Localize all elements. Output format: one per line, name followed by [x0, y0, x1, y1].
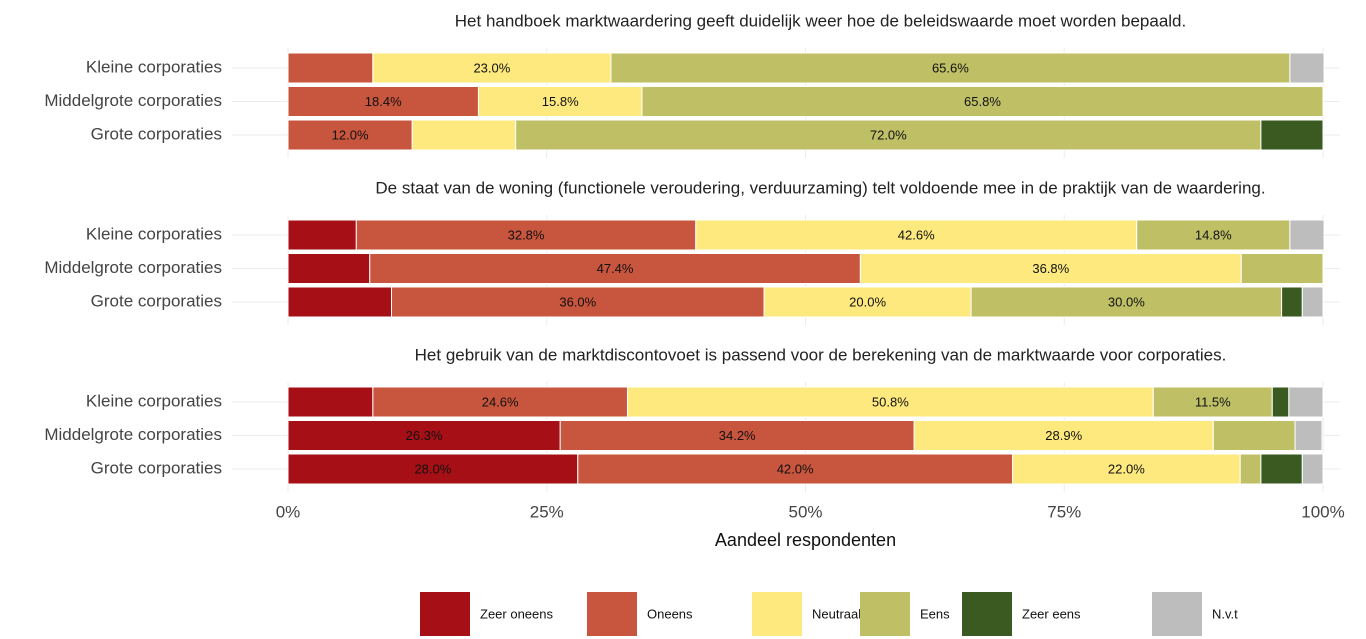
value-label: 30.0%: [1108, 294, 1145, 309]
category-label: Middelgrote corporaties: [44, 258, 222, 277]
value-label: 42.0%: [777, 461, 814, 476]
bar-segment: [913, 420, 1214, 451]
value-label: 42.6%: [898, 227, 935, 242]
bar-segment: [287, 453, 579, 485]
category-label: Grote corporaties: [91, 458, 222, 477]
value-label: 34.2%: [719, 428, 756, 443]
legend-label: Zeer eens: [1022, 606, 1081, 621]
value-label: 15.8%: [542, 94, 579, 109]
bar-segment: [1260, 119, 1324, 151]
value-label: 20.0%: [849, 294, 886, 309]
bar-segment: [1301, 286, 1324, 318]
value-label: 11.5%: [1195, 394, 1231, 409]
x-tick-label: 75%: [1047, 502, 1081, 521]
legend-key: [1152, 592, 1202, 636]
panel-title: Het handboek marktwaardering geeft duide…: [455, 11, 1186, 30]
x-tick-label: 0%: [276, 502, 301, 521]
value-label: 28.9%: [1045, 428, 1082, 443]
x-tick-label: 100%: [1301, 502, 1344, 521]
bar-segment: [515, 119, 1262, 151]
category-label: Kleine corporaties: [86, 224, 222, 243]
category-label: Grote corporaties: [91, 124, 222, 143]
value-label: 23.0%: [473, 60, 510, 75]
bar-segment: [1212, 420, 1296, 451]
bar-segment: [1271, 386, 1290, 418]
legend-key: [962, 592, 1012, 636]
bar-segment: [970, 286, 1283, 318]
legend-key: [587, 592, 637, 636]
bar-segment: [1289, 52, 1325, 84]
value-label: 18.4%: [365, 94, 402, 109]
bar-segment: [1294, 420, 1323, 451]
value-label: 26.3%: [406, 428, 443, 443]
value-label: 22.0%: [1108, 461, 1145, 476]
legend-key: [860, 592, 910, 636]
value-label: 36.8%: [1032, 261, 1069, 276]
bar-segment: [577, 453, 1013, 485]
value-label: 47.4%: [597, 261, 634, 276]
legend-label: Neutraal: [812, 606, 861, 621]
x-tick-label: 50%: [788, 502, 822, 521]
bar-segment: [641, 86, 1324, 117]
value-label: 65.6%: [932, 60, 969, 75]
category-label: Grote corporaties: [91, 291, 222, 310]
legend-label: Eens: [920, 606, 950, 621]
value-label: 65.8%: [964, 94, 1001, 109]
category-label: Middelgrote corporaties: [44, 91, 222, 110]
bar-segment: [1289, 219, 1325, 251]
panel-title: Het gebruik van de marktdiscontovoet is …: [415, 345, 1227, 364]
bar-segment: [369, 253, 861, 284]
legend-label: Zeer oneens: [480, 606, 553, 621]
category-label: Middelgrote corporaties: [44, 425, 222, 444]
panel-title: De staat van de woning (functionele vero…: [375, 178, 1265, 197]
bar-segment: [411, 119, 517, 151]
bar-segment: [1012, 453, 1241, 485]
bar-segment: [287, 386, 374, 418]
value-label: 14.8%: [1195, 227, 1232, 242]
bar-segment: [859, 253, 1242, 284]
x-tick-label: 25%: [530, 502, 564, 521]
bar-segment: [287, 253, 371, 284]
value-label: 72.0%: [870, 127, 907, 142]
bar-segment: [287, 119, 413, 151]
value-label: 12.0%: [332, 127, 369, 142]
bar-segment: [763, 286, 972, 318]
value-label: 28.0%: [414, 461, 451, 476]
legend-key: [420, 592, 470, 636]
bar-segment: [1260, 453, 1303, 485]
value-label: 24.6%: [482, 394, 519, 409]
value-label: 32.8%: [508, 227, 545, 242]
bar-segment: [1288, 386, 1324, 418]
category-label: Kleine corporaties: [86, 57, 222, 76]
bar-segment: [477, 86, 643, 117]
legend-key: [752, 592, 802, 636]
bar-segment: [287, 52, 374, 84]
bar-segment: [1136, 219, 1291, 251]
bar-segment: [1301, 453, 1324, 485]
legend-label: Oneens: [647, 606, 693, 621]
legend-label: N.v.t: [1212, 606, 1238, 621]
category-label: Kleine corporaties: [86, 391, 222, 410]
bar-segment: [1281, 286, 1303, 318]
bar-segment: [355, 219, 697, 251]
value-label: 36.0%: [559, 294, 596, 309]
bar-segment: [1240, 253, 1324, 284]
bar-segment: [1152, 386, 1273, 418]
bar-segment: [391, 286, 765, 318]
bar-segment: [1239, 453, 1262, 485]
value-label: 50.8%: [872, 394, 909, 409]
bar-segment: [287, 286, 392, 318]
bar-segment: [287, 219, 357, 251]
x-axis-label: Aandeel respondenten: [715, 530, 896, 550]
bar-segment: [287, 86, 479, 117]
bar-segment: [372, 386, 628, 418]
bar-segment: [372, 52, 612, 84]
